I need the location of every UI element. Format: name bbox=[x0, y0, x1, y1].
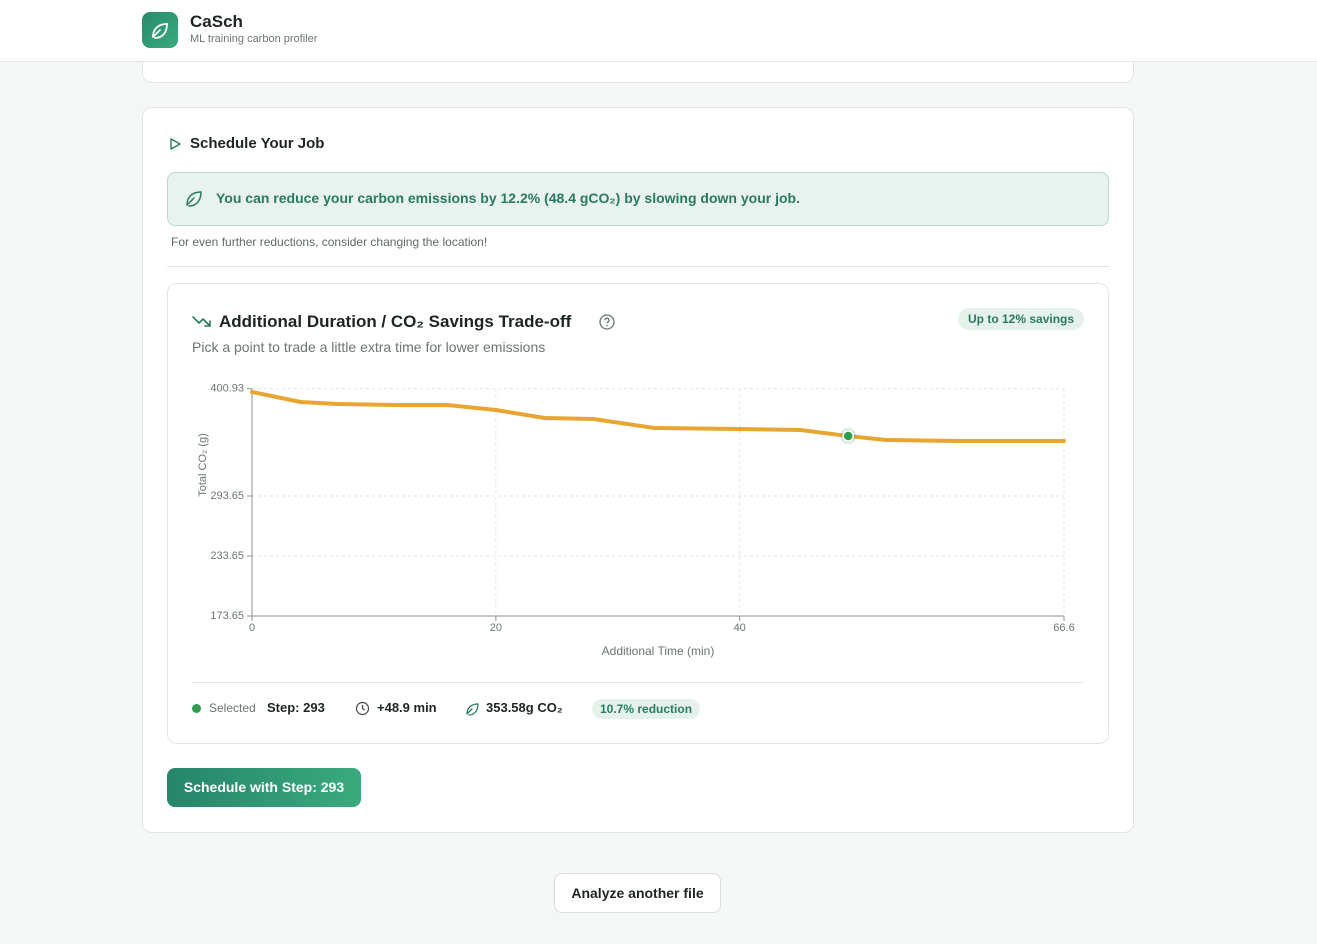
trend-icon bbox=[192, 316, 211, 327]
selected-time: +48.9 min bbox=[377, 700, 437, 715]
schedule-button[interactable]: Schedule with Step: 293 bbox=[167, 768, 361, 807]
play-icon bbox=[170, 138, 181, 150]
alert bbox=[167, 172, 1109, 226]
app-title: CaSch bbox=[190, 12, 243, 31]
divider bbox=[167, 266, 1110, 267]
chart-card bbox=[167, 283, 1109, 744]
note: For even further reductions, consider ch… bbox=[171, 235, 488, 249]
logo bbox=[142, 12, 178, 48]
header bbox=[0, 0, 1317, 62]
alert-text: You can reduce your carbon emissions by … bbox=[216, 190, 800, 206]
selected-co2: 353.58g CO₂ bbox=[486, 700, 563, 715]
help-icon[interactable] bbox=[598, 313, 616, 331]
selected-label: Selected bbox=[209, 701, 256, 715]
clock-icon bbox=[355, 701, 370, 716]
chart-subtitle: Pick a point to trade a little extra tim… bbox=[192, 339, 546, 355]
app-subtitle: ML training carbon profiler bbox=[190, 33, 318, 45]
reduction-badge: 10.7% reduction bbox=[592, 699, 701, 719]
leaf-icon bbox=[466, 703, 479, 716]
selected-step: Step: 293 bbox=[267, 700, 325, 715]
analyze-button[interactable]: Analyze another file bbox=[554, 873, 721, 913]
chart-title: Additional Duration / CO₂ Savings Trade-… bbox=[219, 312, 572, 331]
selected-dot bbox=[192, 704, 201, 713]
savings-badge: Up to 12% savings bbox=[958, 308, 1085, 330]
divider bbox=[192, 682, 1083, 683]
schedule-title: Schedule Your Job bbox=[190, 135, 325, 152]
leaf-icon bbox=[186, 191, 202, 207]
